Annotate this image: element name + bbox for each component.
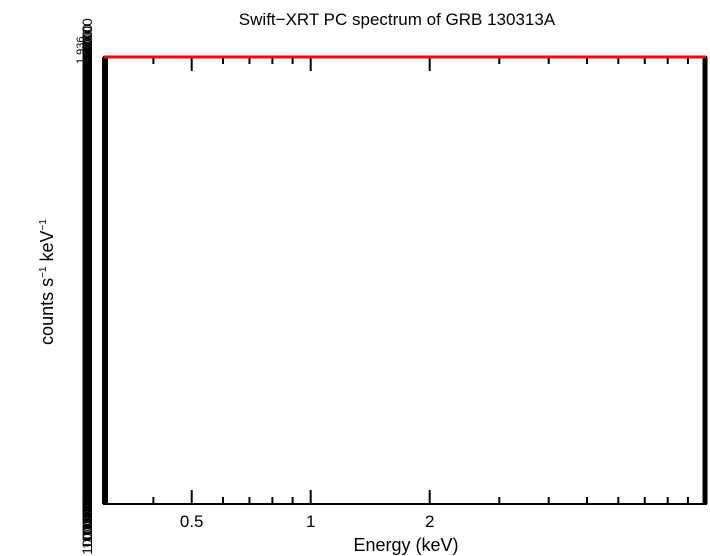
y-tick-label: 10000000000 xyxy=(79,186,95,272)
y-tick-label: 10000000000 xyxy=(79,397,95,483)
y-tick-label: 10000000000 xyxy=(79,198,95,284)
y-tick-label: 10000000000 xyxy=(79,301,95,387)
y-label-exp-1: −1 xyxy=(38,266,49,278)
y-tick-label: 10000000000 xyxy=(79,457,95,543)
y-tick-label: 10000000000 xyxy=(79,204,95,290)
y-tick-label: 10000000000 xyxy=(79,421,95,507)
y-tick-label: 10000000000 xyxy=(79,150,95,236)
y-tick-label-top: 1.936 xyxy=(75,36,87,64)
y-tick-label: 10000000000 xyxy=(79,271,95,357)
y-tick-label: 10000000000 xyxy=(79,156,95,242)
y-tick-label: 10000000000 xyxy=(79,379,95,465)
y-tick-label: 10000000000 xyxy=(79,60,95,146)
x-tick-label: 0.5 xyxy=(180,512,204,531)
y-tick-label: 10000000000 xyxy=(79,439,95,525)
y-tick-label: 10000000000 xyxy=(79,295,95,381)
y-tick-label: 10000000000 xyxy=(79,415,95,501)
y-tick-label: 10000000000 xyxy=(79,48,95,134)
y-tick-label: 10000000000 xyxy=(79,373,95,459)
y-tick-label: 10000000000 xyxy=(79,90,95,176)
y-tick-label: 10000000000 xyxy=(79,228,95,314)
y-tick-label: 10000000000 xyxy=(79,343,95,429)
y-tick-label: 10000000000 xyxy=(79,331,95,417)
y-tick-label: 10000000000 xyxy=(79,72,95,158)
y-tick-label: 10000000000 xyxy=(79,367,95,453)
chart-title: Swift−XRT PC spectrum of GRB 130313A xyxy=(239,10,556,29)
plot-frame xyxy=(103,56,707,505)
y-tick-label: 10000000000 xyxy=(79,78,95,164)
y-tick-label: 10000000000 xyxy=(79,96,95,182)
y-tick-label: 10000000000 xyxy=(79,463,95,549)
y-tick-label: 10000000000 xyxy=(79,277,95,363)
y-tick-label: 10000000000 xyxy=(79,234,95,320)
y-label-exp-2: −1 xyxy=(38,219,49,231)
y-tick-label: 10000000000 xyxy=(79,240,95,326)
y-tick-label: 10000000000 xyxy=(79,30,95,116)
y-tick-label: 10000000000 xyxy=(79,180,95,266)
y-tick-label: 10000000000 xyxy=(79,469,95,555)
y-tick-label: 10000000000 xyxy=(79,451,95,537)
y-tick-label: 10000000000 xyxy=(79,313,95,399)
y-tick-label: 10000000000 xyxy=(79,54,95,140)
y-tick-label: 10000000000 xyxy=(79,264,95,350)
y-tick-label: 10000000000 xyxy=(79,355,95,441)
y-tick-label: 10000000000 xyxy=(79,252,95,338)
y-tick-label: 10000000000 xyxy=(79,138,95,224)
y-tick-label: 10000000000 xyxy=(79,168,95,254)
y-tick-label: 10000000000 xyxy=(79,283,95,369)
y-tick-label: 10000000000 xyxy=(79,445,95,531)
y-tick-label: 10000000000 xyxy=(79,325,95,411)
y-label-mid: keV xyxy=(37,230,57,266)
minor-ticks xyxy=(152,57,689,504)
y-tick-label: 10000000000 xyxy=(79,126,95,212)
y-tick-label: 10000000000 xyxy=(79,114,95,200)
y-tick-label: 10000000000 xyxy=(79,162,95,248)
x-axis-label: Energy (keV) xyxy=(353,535,458,555)
y-tick-label: 10000000000 xyxy=(79,84,95,170)
y-label-main: counts s xyxy=(37,278,57,345)
y-tick-label: 10000000000 xyxy=(79,108,95,194)
y-tick-label: 10000000000 xyxy=(79,427,95,513)
x-ticks: 0.5 1 2 xyxy=(180,57,434,531)
y-tick-label: 10000000000 xyxy=(79,24,95,110)
y-tick-label: 10000000000 xyxy=(79,132,95,218)
y-tick-label: 10000000000 xyxy=(79,289,95,375)
y-tick-label: 10000000000 xyxy=(79,216,95,302)
x-tick-label: 1 xyxy=(306,512,315,531)
y-tick-label: 10000000000 xyxy=(79,18,95,104)
y-tick-label: 10000000000 xyxy=(79,337,95,423)
y-tick-label: 10000000000 xyxy=(79,42,95,128)
y-tick-label: 10000000000 xyxy=(79,144,95,230)
y-tick-label: 10000000000 xyxy=(79,246,95,332)
y-tick-label: 10000000000 xyxy=(79,222,95,308)
y-tick-label: 10000000000 xyxy=(79,120,95,206)
y-tick-label: 10000000000 xyxy=(79,433,95,519)
y-axis-label: counts s−1 keV−1 xyxy=(37,219,57,345)
y-tick-label: 10000000000 xyxy=(79,349,95,435)
y-tick-label: 10000000000 xyxy=(79,102,95,188)
y-tick-label: 10000000000 xyxy=(79,66,95,152)
y-tick-label: 10000000000 xyxy=(79,319,95,405)
y-tick-label: 10000000000 xyxy=(79,210,95,296)
y-tick-label: 10000000000 xyxy=(79,307,95,393)
y-tick-label: 10000000000 xyxy=(79,36,95,122)
y-tick-label: 10000000000 xyxy=(79,391,95,477)
x-tick-label: 2 xyxy=(425,512,434,531)
y-tick-label: 10000000000 xyxy=(79,361,95,447)
y-tick-label: 10000000000 xyxy=(79,403,95,489)
y-tick-label: 10000000000 xyxy=(79,174,95,260)
y-tick-label: 10000000000 xyxy=(79,409,95,495)
y-tick-label: 10000000000 xyxy=(79,385,95,471)
y-tick-label: 10000000000 xyxy=(79,258,95,344)
y-tick-label: 10000000000 xyxy=(79,192,95,278)
y-tick-labels: 1000000000010000000000100000000001000000… xyxy=(75,18,95,555)
